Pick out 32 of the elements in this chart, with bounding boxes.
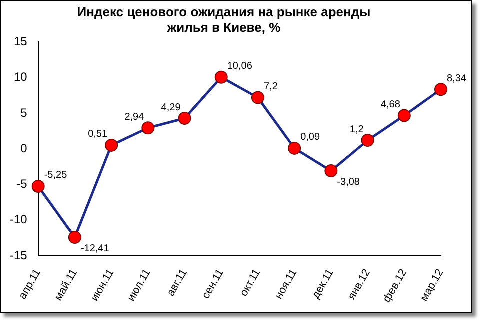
data-label: 4,68 <box>380 99 401 110</box>
point <box>178 112 192 126</box>
data-label: -5,25 <box>44 170 68 182</box>
y-tick-label: 10 <box>14 70 28 84</box>
data-label: 1,2 <box>350 124 364 136</box>
point <box>68 231 82 244</box>
data-label: -3,08 <box>337 176 360 188</box>
data-label: 0,09 <box>300 132 320 144</box>
data-label: 4,29 <box>161 102 182 114</box>
point <box>105 138 118 152</box>
point <box>288 142 302 155</box>
y-tick-label: 5 <box>20 106 28 120</box>
data-label: 7,2 <box>264 82 278 93</box>
data-label: -12,41 <box>80 243 110 254</box>
point <box>324 164 338 178</box>
point <box>142 122 155 135</box>
point <box>434 83 448 96</box>
y-tick-label: -10 <box>10 212 28 227</box>
point <box>398 109 411 122</box>
chart-title: Индекс ценового ожидания на рынке аренды жилья в Киеве, % <box>77 4 371 35</box>
y-tick-label: -15 <box>10 248 28 262</box>
point <box>214 70 228 84</box>
data-label: 10,06 <box>227 61 253 72</box>
data-label: 8,34 <box>447 73 467 84</box>
point <box>32 180 45 193</box>
data-label: 2,94 <box>124 112 145 123</box>
point <box>361 134 374 148</box>
y-tick-label: -5 <box>16 177 28 192</box>
y-tick-label: 15 <box>14 34 28 49</box>
y-tick-label: 0 <box>20 141 28 156</box>
point <box>251 91 264 104</box>
data-label: 0,51 <box>88 129 108 140</box>
